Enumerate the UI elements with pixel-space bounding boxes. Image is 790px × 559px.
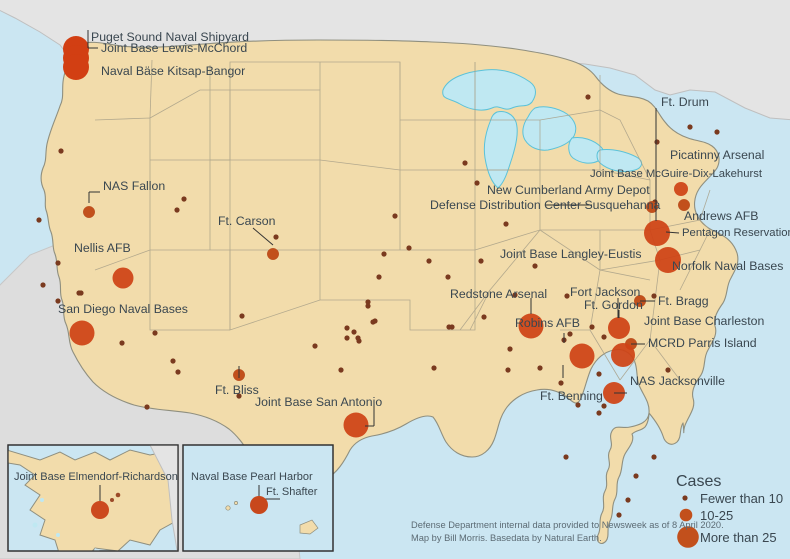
svg-text:Pentagon Reservation: Pentagon Reservation <box>682 227 790 239</box>
svg-text:Norfolk Naval Bases: Norfolk Naval Bases <box>672 259 783 273</box>
svg-text:Joint Base Langley-Eustis: Joint Base Langley-Eustis <box>500 247 642 261</box>
svg-text:Joint Base Charleston: Joint Base Charleston <box>644 314 764 328</box>
svg-text:Fort Jackson: Fort Jackson <box>570 285 641 299</box>
svg-text:Joint Base Elmendorf-Richardso: Joint Base Elmendorf-Richardson <box>14 471 178 483</box>
svg-text:Joint Base San Antonio: Joint Base San Antonio <box>255 395 382 409</box>
svg-text:Cases: Cases <box>676 473 721 490</box>
svg-text:San Diego Naval Bases: San Diego Naval Bases <box>58 302 188 316</box>
svg-text:Redstone Arsenal: Redstone Arsenal <box>450 287 547 301</box>
svg-text:Ft. Benning: Ft. Benning <box>540 389 603 403</box>
svg-text:Ft. Drum: Ft. Drum <box>661 95 709 109</box>
svg-text:Ft. Carson: Ft. Carson <box>218 214 276 228</box>
svg-text:NAS Fallon: NAS Fallon <box>103 179 165 193</box>
svg-text:More than 25: More than 25 <box>700 530 777 545</box>
svg-text:MCRD Parris Island: MCRD Parris Island <box>648 336 757 350</box>
svg-text:Ft. Bliss: Ft. Bliss <box>215 383 259 397</box>
svg-text:Naval Bäse Kitsap-Bangor: Naval Bäse Kitsap-Bangor <box>101 64 245 78</box>
svg-text:Andrews AFB: Andrews AFB <box>684 209 759 223</box>
svg-text:Ft. Bragg: Ft. Bragg <box>658 294 709 308</box>
svg-text:Defense Distribution Center Su: Defense Distribution Center Susquehanna <box>430 198 661 212</box>
svg-text:Fewer than 10: Fewer than 10 <box>700 491 783 506</box>
svg-text:Picatinny Arsenal: Picatinny Arsenal <box>670 148 764 162</box>
svg-text:Ft. Shafter: Ft. Shafter <box>266 486 318 498</box>
svg-text:New Cumberland Army Depot: New Cumberland Army Depot <box>487 183 650 197</box>
svg-text:NAS Jacksonville: NAS Jacksonville <box>630 374 725 388</box>
svg-text:Robins AFB: Robins AFB <box>515 316 580 330</box>
svg-text:Joint Base McGuire-Dix-Lakehur: Joint Base McGuire-Dix-Lakehurst <box>590 168 763 180</box>
svg-text:Map by Bill Morris. Basedata b: Map by Bill Morris. Basedata by Natural … <box>411 533 602 543</box>
svg-text:Joint Base Lewis-McChord: Joint Base Lewis-McChord <box>101 41 247 55</box>
svg-text:Naval Base Pearl Harbor: Naval Base Pearl Harbor <box>191 471 313 483</box>
svg-text:Ft. Gordon: Ft. Gordon <box>584 298 643 312</box>
svg-text:Defense Department internal da: Defense Department internal data provide… <box>411 520 724 530</box>
svg-text:Nellis AFB: Nellis AFB <box>74 241 131 255</box>
